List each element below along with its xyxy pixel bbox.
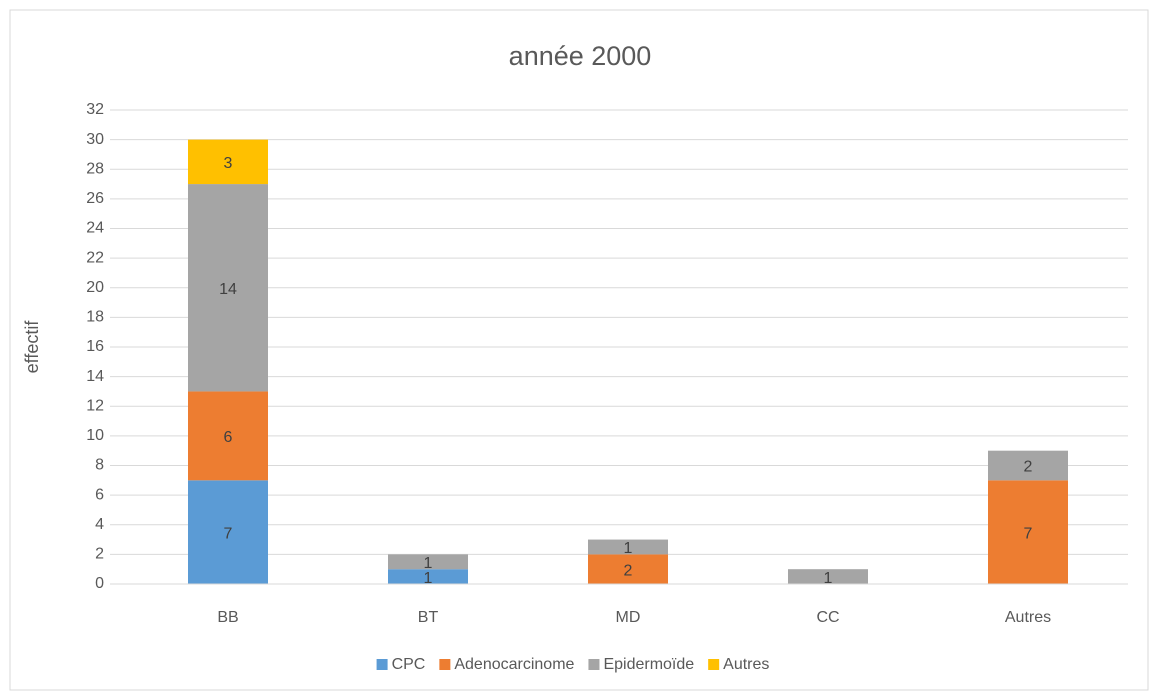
bar-segment <box>588 539 668 555</box>
y-tick-label: 12 <box>86 397 104 414</box>
chart-title: année 2000 <box>509 41 652 71</box>
data-label: 1 <box>424 570 433 587</box>
bar-segment <box>188 480 268 584</box>
bar-segment <box>588 554 668 584</box>
data-label: 1 <box>424 555 433 572</box>
y-tick-label: 26 <box>86 190 104 207</box>
y-axis-label: effectif <box>22 320 42 374</box>
y-tick-label: 20 <box>86 279 104 296</box>
y-tick-label: 28 <box>86 160 104 177</box>
y-tick-label: 2 <box>95 546 104 563</box>
bar-segment <box>388 569 468 584</box>
y-tick-label: 8 <box>95 457 104 474</box>
y-tick-label: 30 <box>86 131 104 148</box>
data-label: 2 <box>1024 459 1033 476</box>
bar-segment <box>188 184 268 392</box>
data-label: 1 <box>624 540 633 557</box>
y-tick-label: 0 <box>95 575 104 592</box>
x-tick-label: Autres <box>1005 609 1051 626</box>
bar-segment <box>188 391 268 481</box>
bar-segment <box>988 450 1068 481</box>
data-label: 2 <box>624 562 633 579</box>
y-tick-label: 24 <box>86 220 104 237</box>
data-label: 7 <box>224 525 233 542</box>
x-tick-label: BT <box>418 609 439 626</box>
bar-segment <box>188 139 268 185</box>
y-tick-label: 14 <box>86 368 104 385</box>
data-label: 14 <box>219 281 237 298</box>
data-label: 1 <box>824 570 833 587</box>
legend-swatch <box>376 659 388 670</box>
bar-segment <box>788 569 868 584</box>
bar-segment <box>988 480 1068 584</box>
data-label: 7 <box>1024 525 1033 542</box>
legend-label: CPC <box>392 656 426 673</box>
data-label: 3 <box>224 155 233 172</box>
legend-label: Autres <box>723 656 769 673</box>
data-label: 6 <box>224 429 233 446</box>
x-tick-label: MD <box>616 609 641 626</box>
legend-label: Epidermoïde <box>603 656 694 673</box>
y-tick-label: 22 <box>86 249 104 266</box>
bar-segment <box>388 554 468 570</box>
y-tick-label: 16 <box>86 338 104 355</box>
y-tick-label: 6 <box>95 486 104 503</box>
x-tick-label: CC <box>816 609 839 626</box>
legend-label: Adenocarcinome <box>454 656 574 673</box>
legend-swatch <box>588 659 600 670</box>
x-tick-label: BB <box>217 609 238 626</box>
y-tick-label: 32 <box>86 101 104 118</box>
y-tick-label: 4 <box>95 516 104 533</box>
y-tick-label: 18 <box>86 309 104 326</box>
chart-frame <box>9 9 1149 691</box>
legend-swatch <box>708 659 720 670</box>
legend-swatch <box>439 659 451 670</box>
y-tick-label: 10 <box>86 427 104 444</box>
